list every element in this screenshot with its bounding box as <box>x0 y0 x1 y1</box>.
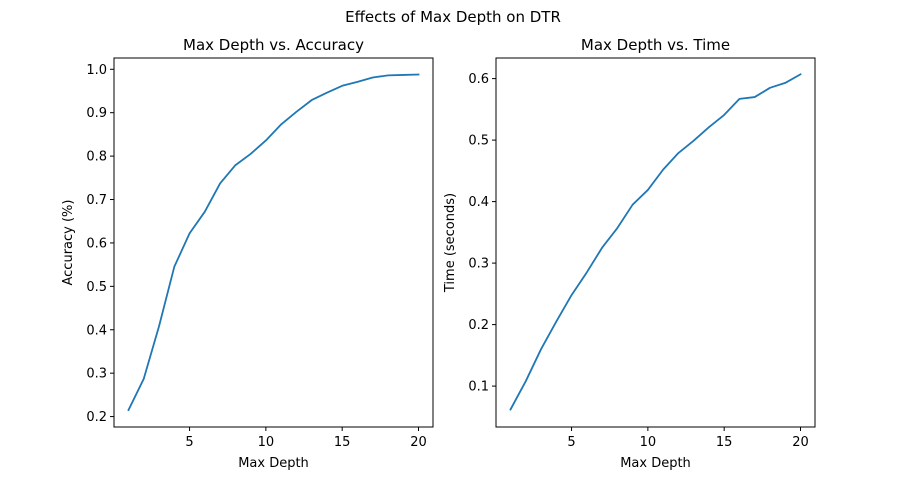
time-x-tick-label: 20 <box>792 435 809 450</box>
accuracy-y-tick-label: 0.2 <box>86 410 107 425</box>
accuracy-y-tick-label: 0.3 <box>86 367 107 382</box>
time-y-tick-label: 0.5 <box>468 134 489 149</box>
accuracy-x-tick-label: 10 <box>258 435 275 450</box>
time-y-axis-label: Time (seconds) <box>443 193 458 293</box>
time-x-tick-label: 5 <box>567 435 575 450</box>
accuracy-y-axis-label: Accuracy (%) <box>61 200 76 286</box>
accuracy-x-tick-label: 5 <box>185 435 193 450</box>
accuracy-y-tick-label: 1.0 <box>86 63 107 78</box>
accuracy-y-tick-label: 0.7 <box>86 193 107 208</box>
time-y-tick-label: 0.2 <box>468 318 489 333</box>
accuracy-chart-title: Max Depth vs. Accuracy <box>183 36 364 54</box>
time-y-tick-label: 0.1 <box>468 380 489 395</box>
accuracy-x-axis-label: Max Depth <box>238 456 309 471</box>
time-y-tick-label: 0.4 <box>468 195 489 210</box>
time-x-axis-label: Max Depth <box>620 456 691 471</box>
accuracy-y-tick-label: 0.5 <box>86 280 107 295</box>
time-axes-frame <box>495 57 816 428</box>
accuracy-subplot: 5 10 15 20 0.2 0.3 0.4 0.5 0.6 0.7 0.8 0.9 1.0 Max De… <box>61 36 434 471</box>
time-y-tick-label: 0.3 <box>468 257 489 272</box>
accuracy-y-tick-label: 0.8 <box>86 150 107 165</box>
time-y-tick-label: 0.6 <box>468 72 489 87</box>
accuracy-y-tick-label: 0.6 <box>86 236 107 251</box>
time-subplot: 5 10 15 20 0.1 0.2 0.3 0.4 0.5 0.6 Max Depth vs. T… <box>443 36 816 471</box>
figure-suptitle: Effects of Max Depth on DTR <box>345 8 561 26</box>
time-x-tick-label: 10 <box>640 435 657 450</box>
time-series-line <box>509 73 802 411</box>
accuracy-y-tick-label: 0.9 <box>86 106 107 121</box>
accuracy-x-tick-label: 15 <box>334 435 351 450</box>
accuracy-series-line <box>127 73 420 412</box>
time-x-tick-label: 15 <box>716 435 733 450</box>
accuracy-y-tick-label: 0.4 <box>86 323 107 338</box>
time-chart-title: Max Depth vs. Time <box>581 36 730 54</box>
accuracy-x-tick-label: 20 <box>410 435 427 450</box>
